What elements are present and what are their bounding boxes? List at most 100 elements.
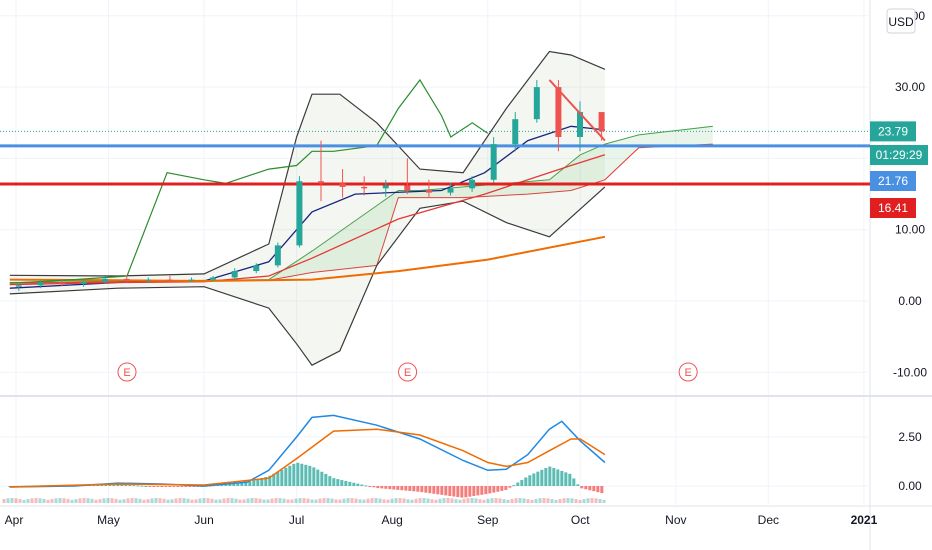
volume-bar bbox=[478, 499, 482, 503]
volume-bar bbox=[74, 499, 78, 503]
macd-histogram-bar bbox=[288, 465, 292, 486]
macd-histogram-bar bbox=[296, 462, 300, 486]
volume-bar bbox=[294, 498, 298, 503]
volume-bar bbox=[122, 499, 126, 503]
bb-upper bbox=[9, 50, 606, 277]
macd-histogram-bar bbox=[224, 484, 228, 486]
axes: 40.0030.0010.000.00-10.002.500.00AprMayJ… bbox=[5, 9, 928, 527]
volume-bar bbox=[490, 498, 494, 503]
candle-body bbox=[166, 279, 173, 281]
macd-histogram-bar bbox=[316, 469, 320, 486]
macd-histogram-bar bbox=[536, 471, 540, 486]
macd-y-tick-label: 2.50 bbox=[898, 430, 922, 444]
macd-histogram-bar bbox=[136, 485, 140, 487]
x-tick-label: 2021 bbox=[851, 513, 878, 527]
volume-bar bbox=[342, 498, 346, 503]
candle-body bbox=[318, 181, 324, 184]
volume-bar bbox=[290, 499, 294, 503]
volume-bar bbox=[174, 498, 178, 503]
volume-bar bbox=[510, 498, 514, 503]
volume-bar bbox=[198, 498, 202, 503]
volume-bar bbox=[534, 498, 538, 503]
volume-bar bbox=[482, 499, 486, 503]
volume-bar bbox=[266, 499, 270, 503]
earnings-marker-circle[interactable] bbox=[678, 362, 698, 382]
currency-button[interactable]: USD bbox=[886, 8, 916, 34]
macd-histogram-bar bbox=[456, 486, 460, 498]
volume-bar bbox=[518, 498, 522, 503]
x-tick-label: Jun bbox=[194, 513, 213, 527]
macd-histogram-bar bbox=[284, 467, 288, 486]
macd-histogram-bar bbox=[196, 486, 200, 487]
volume-bar bbox=[502, 499, 506, 503]
macd-histogram-bar bbox=[560, 470, 564, 486]
candle-body bbox=[555, 87, 562, 138]
macd-histogram-bar bbox=[528, 475, 532, 486]
volume-bar bbox=[162, 498, 166, 503]
volume-bar bbox=[230, 498, 234, 503]
macd-histogram-bar bbox=[580, 486, 584, 489]
volume-bar bbox=[282, 498, 286, 503]
macd-histogram-bar bbox=[444, 486, 448, 496]
candle-body bbox=[577, 112, 583, 138]
price-tag-countdown: 01:29:29 bbox=[876, 148, 923, 162]
macd-histogram-bar bbox=[220, 484, 224, 486]
volume-bar bbox=[350, 498, 354, 503]
macd-histogram-bar bbox=[376, 486, 380, 489]
macd-histogram-bar bbox=[372, 486, 376, 488]
macd-histogram-bar bbox=[240, 482, 244, 486]
macd-histogram-bar bbox=[148, 486, 152, 487]
candle-body bbox=[533, 87, 540, 120]
volume-bar bbox=[582, 499, 586, 503]
volume-bar bbox=[210, 498, 214, 503]
volume-bar bbox=[2, 499, 6, 503]
candle-body bbox=[296, 181, 303, 246]
macd-histogram-bar bbox=[132, 485, 136, 487]
horizontal-levels[interactable] bbox=[0, 130, 870, 186]
macd-histogram-bar bbox=[348, 481, 352, 486]
volume-bar bbox=[314, 499, 318, 503]
volume-bar bbox=[446, 498, 450, 503]
macd-histogram-bar bbox=[172, 486, 176, 487]
earnings-marker-circle[interactable] bbox=[117, 362, 137, 382]
volume-bar bbox=[458, 499, 462, 503]
volume-bar bbox=[450, 498, 454, 503]
macd-histogram-bar bbox=[260, 478, 264, 486]
candles bbox=[15, 79, 605, 292]
triangle-pattern[interactable] bbox=[548, 79, 606, 142]
macd-y-tick-label: 0.00 bbox=[898, 479, 922, 493]
macd-histogram-bar bbox=[188, 486, 192, 487]
volume-bar bbox=[110, 498, 114, 503]
volume-bar bbox=[418, 498, 422, 503]
candle-body bbox=[15, 285, 22, 287]
volume-bar bbox=[42, 498, 46, 503]
earnings-marker-circle[interactable] bbox=[398, 362, 418, 382]
volume-bar bbox=[530, 499, 534, 503]
volume-bar bbox=[302, 498, 306, 503]
macd-histogram-bar bbox=[268, 475, 272, 486]
x-tick-label: May bbox=[97, 513, 120, 527]
volume-bar bbox=[362, 499, 366, 503]
volume-bar bbox=[50, 499, 54, 503]
volume-bar bbox=[506, 499, 510, 503]
x-tick-label: Apr bbox=[5, 513, 24, 527]
volume-bar bbox=[134, 498, 138, 503]
macd-histogram-bar bbox=[128, 484, 132, 486]
candle-body bbox=[231, 271, 238, 278]
volume-bar bbox=[514, 498, 518, 503]
volume-bar bbox=[546, 498, 550, 503]
candle-body bbox=[80, 281, 87, 284]
earnings-marker-label: E bbox=[123, 367, 130, 379]
volume-bar bbox=[470, 498, 474, 503]
macd-histogram-bar bbox=[344, 480, 348, 486]
volume-bar bbox=[422, 498, 426, 503]
macd-histogram-bar bbox=[328, 476, 332, 486]
volume-bar bbox=[146, 499, 150, 503]
y-tick-label: 10.00 bbox=[895, 223, 925, 237]
volume-bar bbox=[466, 498, 470, 503]
macd-histogram-bar bbox=[120, 484, 124, 486]
x-tick-label: Dec bbox=[758, 513, 779, 527]
currency-label: USD bbox=[888, 15, 914, 29]
